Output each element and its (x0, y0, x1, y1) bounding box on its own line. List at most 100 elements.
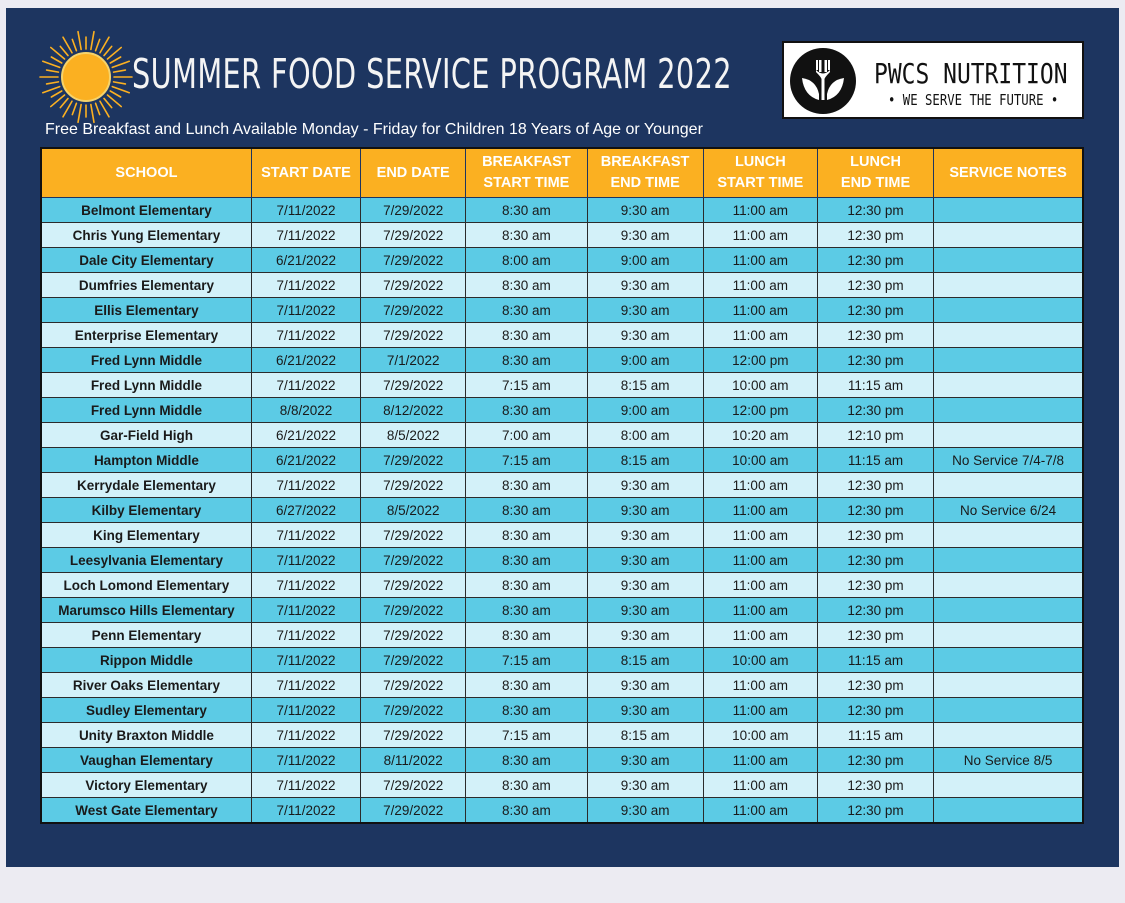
breakfast-start-cell: 8:30 am (465, 297, 588, 323)
lunch-end-cell: 12:30 pm (816, 347, 935, 373)
lunch-end-cell: 12:30 pm (816, 397, 935, 423)
lunch-end-cell: 12:30 pm (816, 697, 935, 723)
lunch-end-cell: 12:30 pm (816, 522, 935, 548)
lunch-start-cell: 12:00 pm (702, 397, 818, 423)
end-date-cell: 7/29/2022 (360, 572, 467, 598)
table-row: Gar-Field High 6/21/2022 8/5/2022 7:00 am 8:… (40, 422, 1084, 448)
sun-ray (59, 97, 69, 109)
sun-ray (99, 36, 110, 54)
table-row: Hampton Middle 6/21/2022 7/29/2022 7:15 am 8… (40, 447, 1084, 473)
breakfast-start-cell: 8:30 am (465, 222, 588, 248)
fork-and-leaves-icon (790, 48, 856, 114)
sun-ray (77, 103, 82, 124)
start-date-cell: 6/21/2022 (250, 422, 362, 448)
breakfast-end-cell: 9:30 am (586, 272, 704, 298)
school-cell: Loch Lomond Elementary (40, 572, 252, 598)
start-date-cell: 7/11/2022 (250, 772, 362, 798)
breakfast-end-cell: 9:30 am (586, 672, 704, 698)
lunch-start-cell: 11:00 am (702, 322, 818, 348)
logo-name: PWCS NUTRITION (874, 57, 1068, 90)
end-date-cell: 7/29/2022 (360, 597, 467, 623)
sun-ray (50, 90, 63, 98)
lunch-start-cell: 11:00 am (702, 222, 818, 248)
pwcs-nutrition-logo: PWCS NUTRITION • WE SERVE THE FUTURE • (782, 41, 1084, 119)
start-date-cell: 7/11/2022 (250, 597, 362, 623)
end-date-cell: 7/29/2022 (360, 697, 467, 723)
breakfast-start-cell: 8:30 am (465, 547, 588, 573)
end-date-cell: 7/29/2022 (360, 647, 467, 673)
sun-ray (41, 85, 61, 94)
sun-ray (45, 69, 60, 73)
sun-ray (99, 100, 110, 118)
breakfast-end-cell: 9:30 am (586, 747, 704, 773)
table-row: Penn Elementary 7/11/2022 7/29/2022 8:30 am… (40, 622, 1084, 648)
table-row: Fred Lynn Middle 7/11/2022 7/29/2022 7:15 a… (40, 372, 1084, 398)
sun-ray (106, 94, 123, 108)
breakfast-start-cell: 8:30 am (465, 472, 588, 498)
service-notes-cell (933, 547, 1084, 573)
end-date-cell: 8/12/2022 (360, 397, 467, 423)
sun-ray (62, 100, 73, 118)
breakfast-start-cell: 8:30 am (465, 697, 588, 723)
breakfast-start-cell: 8:30 am (465, 197, 588, 223)
lunch-end-cell: 12:30 pm (816, 497, 935, 523)
school-cell: Dumfries Elementary (40, 272, 252, 298)
school-cell: Kilby Elementary (40, 497, 252, 523)
start-date-cell: 7/11/2022 (250, 672, 362, 698)
lunch-start-cell: 10:20 am (702, 422, 818, 448)
breakfast-end-cell: 9:00 am (586, 347, 704, 373)
start-date-cell: 7/11/2022 (250, 297, 362, 323)
start-date-cell: 7/11/2022 (250, 197, 362, 223)
service-notes-cell: No Service 8/5 (933, 747, 1084, 773)
sun-ray (103, 45, 113, 57)
table-row: Kilby Elementary 6/27/2022 8/5/2022 8:30 am… (40, 497, 1084, 523)
sun-ray (112, 69, 127, 73)
service-notes-cell (933, 622, 1084, 648)
breakfast-start-cell: 8:30 am (465, 347, 588, 373)
lunch-start-cell: 11:00 am (702, 747, 818, 773)
lunch-start-cell: 10:00 am (702, 722, 818, 748)
school-cell: Hampton Middle (40, 447, 252, 473)
lunch-end-cell: 11:15 am (816, 372, 935, 398)
column-header: LUNCH START TIME (702, 147, 818, 198)
lunch-start-cell: 11:00 am (702, 547, 818, 573)
breakfast-start-cell: 8:00 am (465, 247, 588, 273)
school-cell: Sudley Elementary (40, 697, 252, 723)
lunch-end-cell: 12:30 pm (816, 247, 935, 273)
service-notes-cell (933, 247, 1084, 273)
lunch-end-cell: 12:30 pm (816, 572, 935, 598)
lunch-end-cell: 12:30 pm (816, 747, 935, 773)
table-row: Marumsco Hills Elementary 7/11/2022 7/29/2… (40, 597, 1084, 623)
sun-ray (49, 46, 66, 60)
sun-ray (49, 94, 66, 108)
table-row: River Oaks Elementary 7/11/2022 7/29/2022 8… (40, 672, 1084, 698)
table-row: Kerrydale Elementary 7/11/2022 7/29/2022 8:… (40, 472, 1084, 498)
lunch-end-cell: 12:30 pm (816, 197, 935, 223)
flyer: SUMMER FOOD SERVICE PROGRAM 2022 PWCS NU… (6, 8, 1119, 867)
sun-ray (106, 46, 123, 60)
table-row: Enterprise Elementary 7/11/2022 7/29/2022 8… (40, 322, 1084, 348)
breakfast-end-cell: 8:15 am (586, 447, 704, 473)
start-date-cell: 6/21/2022 (250, 447, 362, 473)
lunch-end-cell: 12:30 pm (816, 797, 935, 824)
sun-ray (45, 81, 60, 85)
start-date-cell: 7/11/2022 (250, 272, 362, 298)
breakfast-start-cell: 7:15 am (465, 372, 588, 398)
end-date-cell: 8/5/2022 (360, 497, 467, 523)
service-notes-cell (933, 397, 1084, 423)
lunch-end-cell: 12:30 pm (816, 472, 935, 498)
breakfast-start-cell: 8:30 am (465, 497, 588, 523)
sun-ray (50, 56, 63, 64)
service-notes-cell (933, 772, 1084, 798)
table-body: Belmont Elementary 7/11/2022 7/29/2022 8:30… (40, 197, 1084, 824)
table-row: Leesylvania Elementary 7/11/2022 7/29/2022… (40, 547, 1084, 573)
lunch-end-cell: 12:30 pm (816, 597, 935, 623)
service-notes-cell (933, 372, 1084, 398)
end-date-cell: 7/29/2022 (360, 272, 467, 298)
service-notes-cell (933, 472, 1084, 498)
school-cell: Belmont Elementary (40, 197, 252, 223)
lunch-start-cell: 11:00 am (702, 497, 818, 523)
table-row: West Gate Elementary 7/11/2022 7/29/2022 8:… (40, 797, 1084, 824)
lunch-start-cell: 11:00 am (702, 572, 818, 598)
start-date-cell: 7/11/2022 (250, 722, 362, 748)
